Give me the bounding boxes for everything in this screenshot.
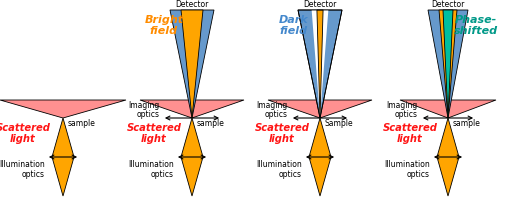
Polygon shape [436,118,458,196]
Polygon shape [427,10,467,118]
Text: Imaging
optics: Imaging optics [128,101,160,119]
Text: Scattered
light: Scattered light [254,123,309,144]
Polygon shape [308,118,330,196]
Polygon shape [297,10,342,118]
Text: Illumination
optics: Illumination optics [0,160,45,179]
Text: Illumination
optics: Illumination optics [128,160,174,179]
Text: Sample: Sample [324,119,353,128]
Polygon shape [442,10,452,118]
Polygon shape [316,10,322,118]
Polygon shape [0,100,126,118]
Polygon shape [399,100,495,118]
Text: Scattered
light: Scattered light [382,123,437,144]
Text: Imaging
optics: Imaging optics [386,101,417,119]
Text: Illumination
optics: Illumination optics [256,160,301,179]
Text: Scattered
light: Scattered light [0,123,50,144]
Polygon shape [181,10,203,118]
Text: Dark
field: Dark field [278,15,308,36]
Text: Illumination
optics: Illumination optics [383,160,429,179]
Text: sample: sample [68,119,96,128]
Polygon shape [52,118,74,196]
Text: Scattered
light: Scattered light [126,123,181,144]
Text: Detector: Detector [431,0,464,9]
Text: sample: sample [452,119,480,128]
Text: Bright
field: Bright field [144,15,183,36]
Text: sample: sample [196,119,224,128]
Text: Detector: Detector [303,0,336,9]
Polygon shape [438,10,456,118]
Polygon shape [169,10,214,118]
Text: Imaging
optics: Imaging optics [256,101,288,119]
Text: Detector: Detector [175,0,208,9]
Polygon shape [311,10,328,118]
Text: Phase-
shifted: Phase- shifted [453,15,497,36]
Polygon shape [140,100,243,118]
Polygon shape [181,118,203,196]
Polygon shape [267,100,371,118]
